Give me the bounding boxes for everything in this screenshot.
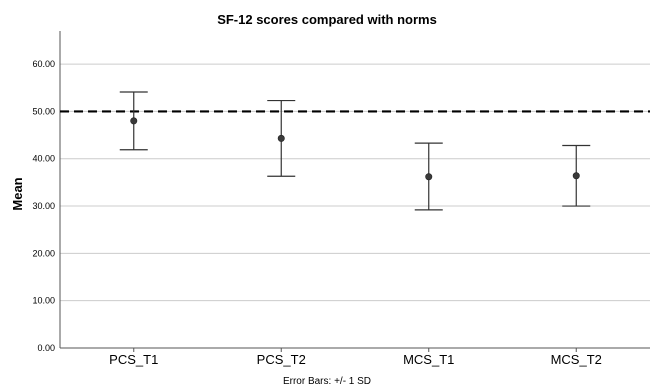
y-tick-label: 50.00 bbox=[32, 106, 55, 116]
error-bar-footnote: Error Bars: +/- 1 SD bbox=[283, 376, 371, 387]
mean-point bbox=[130, 117, 138, 125]
x-tick-label: MCS_T2 bbox=[551, 352, 602, 367]
axes bbox=[59, 31, 650, 352]
chart-title: SF-12 scores compared with norms bbox=[217, 12, 437, 27]
grid-lines bbox=[60, 63, 650, 302]
y-tick-label: 10.00 bbox=[32, 296, 55, 306]
mean-point bbox=[425, 173, 433, 181]
x-tick-label: PCS_T1 bbox=[109, 352, 158, 367]
y-tick-label: 0.00 bbox=[37, 343, 55, 353]
y-tick-label: 20.00 bbox=[32, 248, 55, 258]
y-tick-label: 30.00 bbox=[32, 201, 55, 211]
y-tick-label: 40.00 bbox=[32, 154, 55, 164]
y-tick-label: 60.00 bbox=[32, 59, 55, 69]
y-axis-label: Mean bbox=[10, 177, 25, 210]
mean-point bbox=[277, 134, 285, 142]
tick-labels: 0.00 10.00 20.00 30.00 40.00 50.00 60.00 PCS_T1… bbox=[32, 59, 601, 367]
data-marks bbox=[119, 91, 591, 211]
mean-point bbox=[572, 172, 580, 180]
x-tick-label: PCS_T2 bbox=[257, 352, 306, 367]
x-tick-label: MCS_T1 bbox=[403, 352, 454, 367]
